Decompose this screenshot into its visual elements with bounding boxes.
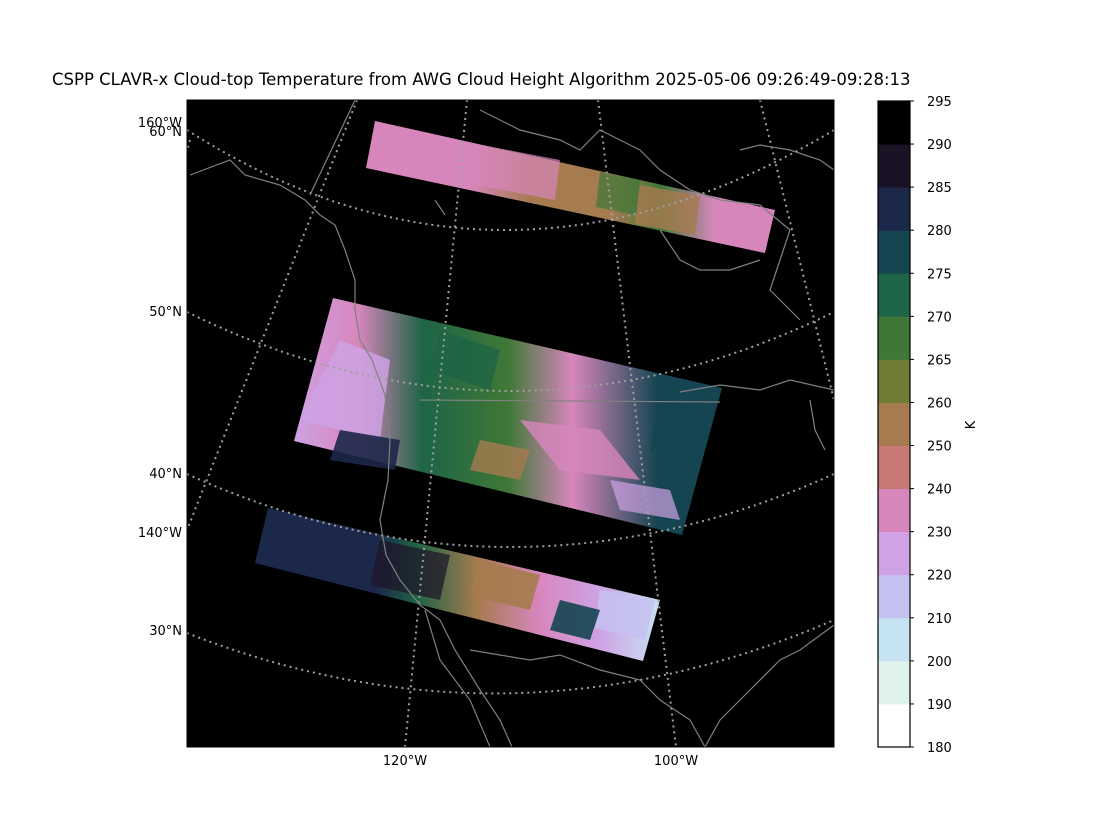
colorbar-tick-label: 200 bbox=[927, 655, 952, 670]
map-frame bbox=[186, 99, 835, 748]
lon-label-140w: 140°W bbox=[138, 526, 182, 541]
colorbar-tick-label: 240 bbox=[927, 483, 952, 498]
lon-label-160w: 160°W bbox=[138, 116, 182, 131]
north-swath bbox=[366, 121, 775, 253]
colorbar-segment bbox=[878, 187, 910, 231]
south-swath bbox=[255, 508, 660, 661]
lat-label-60n: 60°N bbox=[149, 125, 182, 140]
coastlines bbox=[189, 100, 834, 747]
lat-label-50n: 50°N bbox=[149, 305, 182, 320]
colorbar-tick-label: 280 bbox=[927, 224, 952, 239]
middle-swath bbox=[294, 298, 722, 535]
colorbar-tick-label: 210 bbox=[927, 612, 952, 627]
colorbar-tick-label: 270 bbox=[927, 310, 952, 325]
colorbar-tick-label: 180 bbox=[927, 741, 952, 756]
colorbar-tick-label: 285 bbox=[927, 181, 952, 196]
colorbar-segment bbox=[878, 660, 910, 705]
colorbar-segment bbox=[878, 617, 910, 662]
parallels bbox=[187, 129, 834, 695]
colorbar-segment bbox=[878, 488, 910, 533]
colorbar-tick-label: 220 bbox=[927, 569, 952, 584]
colorbar-tick-label: 290 bbox=[927, 138, 952, 153]
lat-label-40n: 40°N bbox=[149, 467, 182, 482]
colorbar-label: K bbox=[964, 420, 979, 429]
colorbar-segment bbox=[878, 531, 910, 576]
colorbar-segment bbox=[878, 703, 910, 748]
lon-label-100w: 100°W bbox=[654, 754, 698, 769]
colorbar: 180 190 200 210 220 230 240 250 260 265 270 275 280 2… bbox=[877, 95, 952, 756]
colorbar-tick-label: 295 bbox=[927, 95, 952, 110]
colorbar-tick-label: 260 bbox=[927, 396, 952, 411]
colorbar-tick-label: 190 bbox=[927, 698, 952, 713]
colorbar-segment bbox=[878, 273, 910, 317]
colorbar-segment bbox=[878, 101, 910, 145]
colorbar-segment bbox=[878, 230, 910, 274]
colorbar-segment bbox=[878, 359, 910, 403]
map-title: CSPP CLAVR-x Cloud-top Temperature from … bbox=[52, 70, 911, 89]
colorbar-tick-label: 265 bbox=[927, 353, 952, 368]
lat-label-30n: 30°N bbox=[149, 624, 182, 639]
colorbar-segment bbox=[878, 574, 910, 619]
lon-label-120w: 120°W bbox=[383, 754, 427, 769]
colorbar-segment bbox=[878, 316, 910, 360]
colorbar-tick-label: 250 bbox=[927, 440, 952, 455]
colorbar-tick-label: 230 bbox=[927, 526, 952, 541]
graticule bbox=[187, 100, 834, 747]
colorbar-frame bbox=[877, 100, 911, 748]
colorbar-segment bbox=[878, 402, 910, 447]
colorbar-segment bbox=[878, 445, 910, 490]
colorbar-segment bbox=[878, 144, 910, 188]
colorbar-tick-label: 275 bbox=[927, 267, 952, 282]
